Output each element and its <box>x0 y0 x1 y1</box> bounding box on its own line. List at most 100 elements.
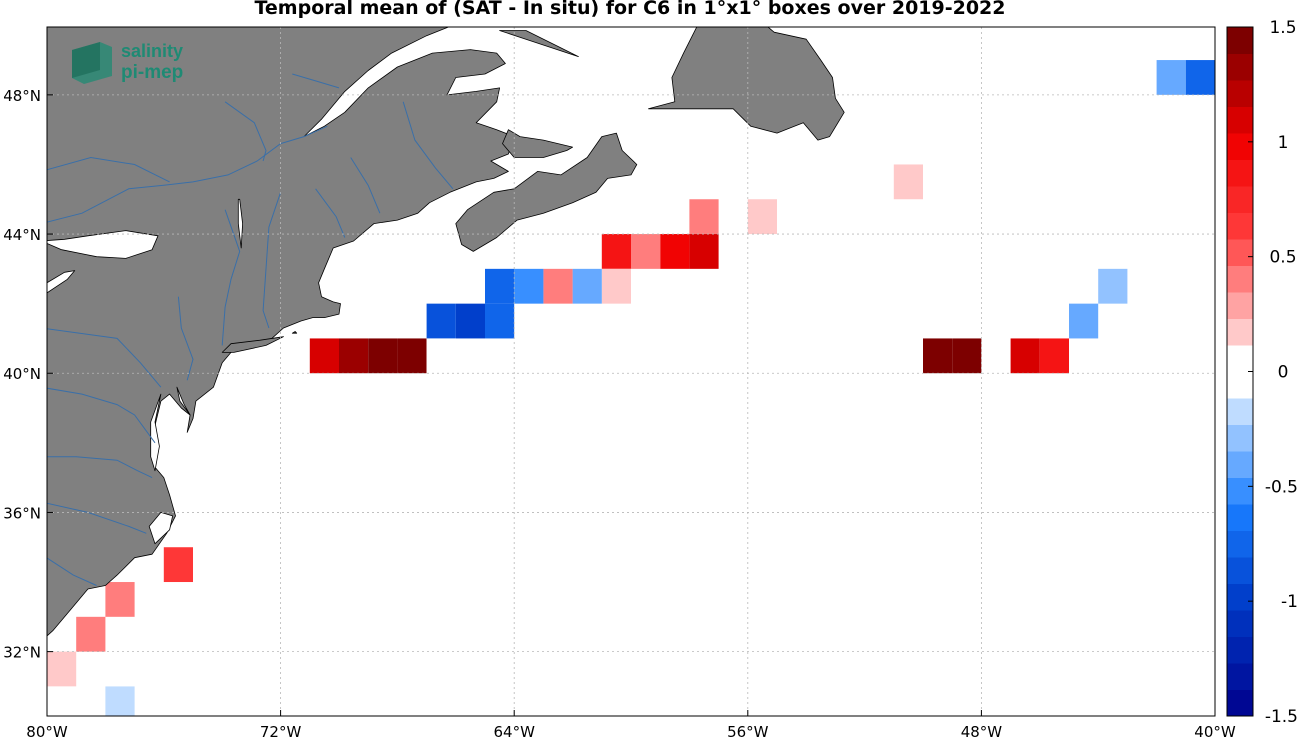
data-cell <box>543 268 573 304</box>
river <box>47 328 162 388</box>
data-cell <box>1156 60 1186 95</box>
data-cell <box>952 338 982 374</box>
land-mass <box>47 27 845 637</box>
data-cell <box>47 651 77 687</box>
colorbar-swatch <box>1227 239 1253 266</box>
lon-tick-label: 48°W <box>961 723 1003 740</box>
colorbar-tick-label: -0.5 <box>1265 477 1298 497</box>
land-newfoundland <box>648 27 845 141</box>
lat-tick-label: 36°N <box>3 504 41 522</box>
colorbar-tick-label: 0.5 <box>1269 248 1296 268</box>
colorbar-swatch <box>1227 477 1253 505</box>
pamlico-sound <box>148 512 173 545</box>
data-cell <box>689 234 719 269</box>
data-cell <box>485 268 515 304</box>
data-cell <box>163 547 193 583</box>
data-cell <box>426 338 456 374</box>
data-cell <box>1069 303 1099 339</box>
river <box>47 456 153 479</box>
river <box>221 209 241 346</box>
colorbar-swatch <box>1227 265 1253 293</box>
colorbar-swatch <box>1227 663 1253 690</box>
colorbar-tick-label: 1 <box>1278 133 1289 153</box>
lake-erie <box>47 270 76 294</box>
data-cell <box>47 686 77 716</box>
chesapeake-bay <box>150 393 162 472</box>
colorbar-swatch <box>1227 212 1253 240</box>
data-cell <box>777 199 807 235</box>
land-block-island <box>291 331 298 334</box>
river <box>315 188 346 238</box>
colorbar-swatch <box>1227 159 1253 187</box>
river <box>224 101 267 162</box>
data-cell <box>105 582 135 617</box>
data-cell <box>572 268 602 304</box>
delaware-bay <box>176 386 191 416</box>
colorbar-swatch <box>1227 636 1253 664</box>
lon-tick-label: 80°W <box>26 723 68 740</box>
data-cell <box>105 686 135 716</box>
chart-title: Temporal mean of (SAT - In situ) for C6 … <box>254 0 1006 19</box>
river <box>47 557 97 586</box>
colorbar-swatch <box>1227 186 1253 213</box>
land-long-island <box>221 336 284 353</box>
river <box>292 73 340 89</box>
river <box>402 101 454 190</box>
lake-champlain <box>237 198 243 249</box>
land-nova-scotia <box>455 132 638 252</box>
colorbar-swatch <box>1227 557 1253 584</box>
data-cell <box>631 234 661 269</box>
salinity-pi-mep-logo: salinity pi-mep <box>72 41 183 84</box>
lat-tick-label: 48°N <box>3 87 41 105</box>
axis-ticks: 80°W 72°W 64°W 56°W 48°W 40°W 48°N 44°N 40°N 36°N… <box>3 87 1236 740</box>
data-cells <box>47 60 1215 716</box>
land-anticosti-island <box>499 30 579 57</box>
colorbar-swatch <box>1227 80 1253 107</box>
data-cell <box>1185 60 1215 95</box>
data-cell <box>76 616 106 652</box>
data-cell <box>1098 268 1128 304</box>
colorbar-swatch <box>1227 610 1253 637</box>
colorbar-swatch <box>1227 106 1253 134</box>
lon-tick-label: 72°W <box>260 723 302 740</box>
data-cell <box>426 303 456 339</box>
river <box>47 502 147 534</box>
data-cell <box>514 268 544 304</box>
lon-tick-label: 64°W <box>493 723 535 740</box>
data-cell <box>601 234 631 269</box>
data-cell <box>777 164 807 200</box>
data-cell <box>485 303 515 339</box>
lat-tick-label: 44°N <box>3 226 41 244</box>
data-cell <box>397 338 427 374</box>
colorbar-swatch <box>1227 371 1253 399</box>
colorbar-swatch <box>1227 133 1253 160</box>
lon-tick-label: 40°W <box>1194 723 1236 740</box>
logo-mark-fold <box>72 42 100 78</box>
river <box>350 157 381 214</box>
colorbar-swatch <box>1227 504 1253 531</box>
river <box>47 125 328 223</box>
river <box>262 192 282 329</box>
logo-text-salinity: salinity <box>121 41 183 61</box>
colorbar-swatch <box>1227 27 1253 54</box>
plot-frame <box>46 26 1216 717</box>
colorbar-tick-label: 0 <box>1278 363 1289 383</box>
data-cell <box>601 268 631 304</box>
data-cell <box>368 338 398 374</box>
colorbar-tick-label: -1.5 <box>1265 707 1298 727</box>
river <box>177 296 194 381</box>
river <box>47 156 170 183</box>
colorbar-swatch <box>1227 424 1253 452</box>
data-cell <box>1010 338 1040 374</box>
colorbar-swatch <box>1227 53 1253 81</box>
colorbar-swatch <box>1227 689 1253 717</box>
river <box>47 387 156 444</box>
colorbar-swatch <box>1227 318 1253 346</box>
colorbar-tick-label: 1.5 <box>1269 18 1296 38</box>
data-cell <box>747 199 777 235</box>
lon-tick-label: 56°W <box>727 723 769 740</box>
data-cell <box>339 338 369 374</box>
data-cell <box>309 338 339 374</box>
colorbar-swatch <box>1227 530 1253 558</box>
